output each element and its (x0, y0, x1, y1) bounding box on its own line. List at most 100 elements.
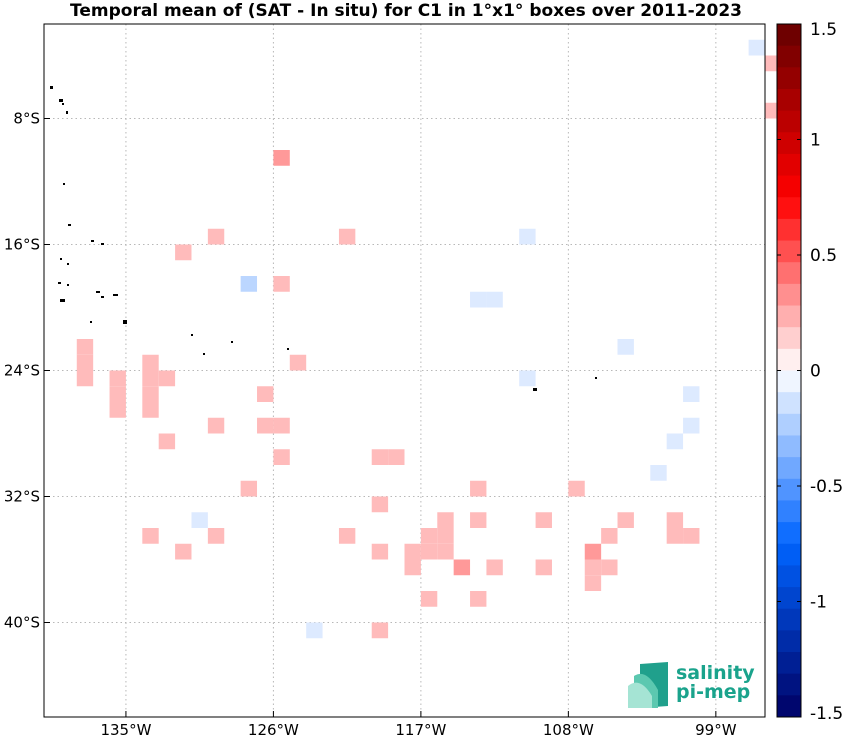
data-cell (76, 339, 94, 355)
colorbar-swatch (777, 565, 801, 588)
island (50, 86, 53, 89)
data-cell (437, 528, 454, 544)
data-cell (240, 480, 258, 497)
colorbar-swatch (777, 608, 801, 631)
colorbar-swatch (777, 370, 801, 393)
logo-mark (628, 662, 668, 708)
data-cell (666, 512, 684, 528)
x-tick-label: 117°W (395, 721, 446, 739)
data-cell (584, 543, 602, 560)
data-cell (191, 512, 208, 528)
data-cell (158, 433, 176, 450)
colorbar-swatch (777, 522, 801, 545)
data-cell (76, 354, 94, 371)
chart-title: Temporal mean of (SAT - In situ) for C1 … (70, 1, 742, 21)
colorbar-swatch (777, 348, 801, 371)
logo-line-2: pi-mep (676, 681, 750, 703)
data-cell (535, 559, 552, 576)
island (231, 341, 233, 343)
y-tick-label: 8°S (13, 110, 40, 128)
data-cell (273, 449, 290, 465)
colorbar-ticks: 1.5 1 0.5 0 -0.5 -1 -1.5 (777, 20, 843, 724)
data-cell (142, 370, 159, 387)
colorbar-swatch (777, 413, 801, 436)
island (91, 240, 94, 242)
y-tick-label: 32°S (4, 488, 40, 506)
island (60, 258, 62, 260)
island (59, 99, 63, 102)
colorbar-swatch (777, 587, 801, 610)
colorbar-swatch (777, 543, 801, 566)
colorbar-swatch (777, 218, 801, 242)
island-markers (50, 86, 597, 391)
data-cell (584, 575, 602, 591)
data-cell (683, 386, 700, 402)
colorbar-swatch (777, 88, 801, 112)
data-cell (175, 543, 192, 560)
data-cell (76, 370, 94, 387)
colorbar-swatch (777, 153, 801, 177)
data-cell (486, 559, 503, 576)
colorbar-swatches (777, 24, 801, 718)
colorbar-swatch (777, 457, 801, 480)
island (60, 299, 65, 302)
data-cell (601, 559, 618, 576)
island (58, 282, 61, 284)
colorbar-tick-label: 1 (810, 131, 821, 151)
data-cell (306, 622, 323, 639)
data-cell (289, 354, 307, 371)
data-cell (109, 402, 126, 418)
data-cell (617, 339, 634, 355)
data-cell (617, 512, 634, 528)
data-cell (257, 386, 274, 402)
data-cell (207, 528, 225, 544)
colorbar-tick-label: 0.5 (810, 246, 837, 266)
colorbar-swatch (777, 240, 801, 263)
island (203, 353, 205, 355)
data-cell (519, 228, 536, 245)
colorbar-swatch (777, 197, 801, 220)
island (66, 111, 68, 114)
data-cell (338, 528, 356, 544)
colorbar-swatch (777, 673, 801, 696)
colorbar-swatch (777, 175, 801, 198)
colorbar-swatch (777, 24, 801, 47)
island (67, 284, 69, 286)
colorbar-swatch (777, 45, 801, 68)
y-tick-label: 40°S (4, 614, 40, 632)
island (123, 320, 127, 324)
island (101, 243, 104, 245)
data-cell (207, 417, 225, 434)
island (62, 103, 64, 105)
data-cell (420, 591, 438, 607)
data-cell (388, 449, 405, 465)
data-cell (748, 39, 765, 56)
data-cell (453, 559, 471, 576)
data-cell (142, 386, 159, 402)
colorbar-swatch (777, 132, 801, 155)
island (96, 291, 100, 293)
data-cell (470, 591, 487, 607)
island (533, 388, 537, 391)
x-tick-label: 108°W (543, 721, 594, 739)
island (191, 334, 193, 336)
colorbar-swatch (777, 435, 801, 458)
data-cell (568, 480, 585, 497)
data-cell (257, 417, 274, 434)
data-cell (273, 417, 290, 434)
salinity-pimep-logo: salinity pi-mep (628, 662, 755, 708)
data-cell (109, 370, 126, 387)
data-cell (142, 528, 159, 544)
island (68, 224, 71, 226)
data-cell (420, 528, 438, 544)
data-cell (519, 370, 536, 387)
data-cell (404, 543, 421, 560)
island (113, 294, 118, 296)
colorbar-swatch (777, 327, 801, 350)
data-cell (470, 291, 487, 308)
data-cell (420, 543, 438, 560)
data-cell (273, 276, 290, 292)
colorbar-tick-label: 1.5 (810, 20, 837, 40)
colorbar-tick-label: -0.5 (810, 477, 843, 497)
